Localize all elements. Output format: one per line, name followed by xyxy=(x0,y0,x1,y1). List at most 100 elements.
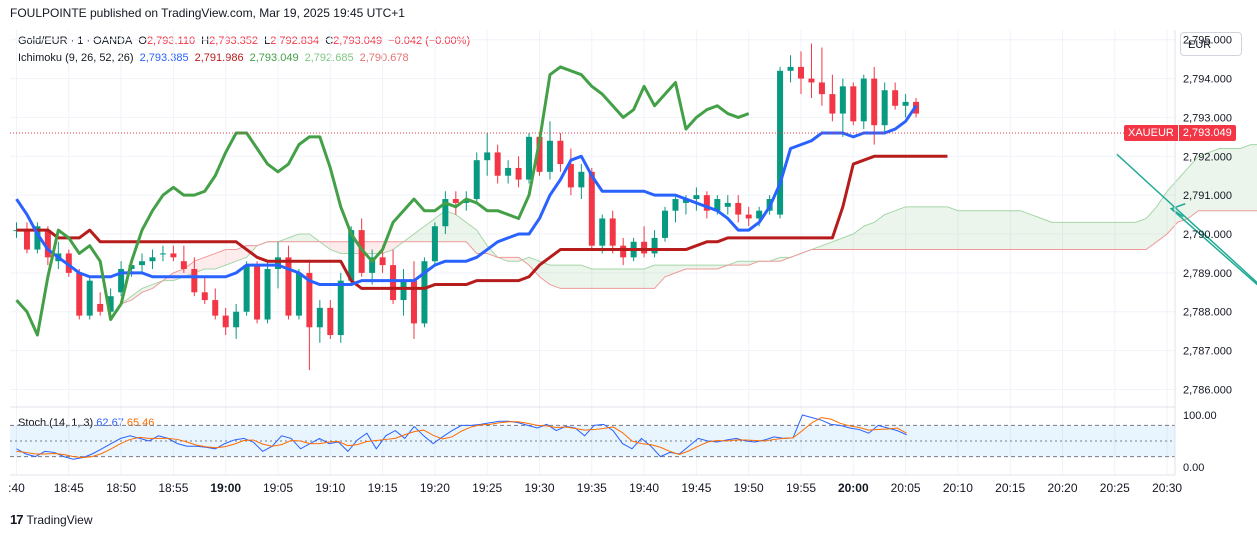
legend-high: H2,793.352 xyxy=(201,35,259,47)
candle-body xyxy=(756,210,763,219)
ichimoku-label[interactable]: Ichimoku (9, 26, 52, 26) xyxy=(18,52,134,64)
price-tick-label: 2,792.000 xyxy=(1183,151,1232,163)
cloud-segment xyxy=(382,241,394,254)
cloud-segment xyxy=(884,210,896,250)
time-tick-label: 20:10 xyxy=(943,481,973,495)
time-tick-label: 20:00 xyxy=(838,481,869,495)
ichimoku-lagging-value: 2,793.049 xyxy=(249,52,299,64)
cloud-segment xyxy=(1135,218,1147,250)
candle-body xyxy=(714,199,721,211)
candle-body xyxy=(682,199,689,203)
time-tick-label: 20:25 xyxy=(1100,481,1130,495)
candle-body xyxy=(233,311,240,328)
candle-body xyxy=(285,257,292,316)
cloud-segment xyxy=(121,296,132,304)
candle-body xyxy=(494,152,501,176)
price-tick-label: 2,793.000 xyxy=(1183,112,1232,124)
time-tick-label: 19:15 xyxy=(368,481,398,495)
span-a-line xyxy=(120,144,1257,305)
brand-name: TradingView xyxy=(26,512,93,527)
stoch-k-value: 62.67 xyxy=(96,417,124,429)
candle-body xyxy=(170,253,177,258)
trend-drawing xyxy=(1116,153,1257,286)
price-tick-label: 2,788.000 xyxy=(1183,307,1232,319)
cloud-segment xyxy=(194,257,205,273)
cloud-segment xyxy=(612,268,624,289)
candle-body xyxy=(118,268,125,293)
candle-body xyxy=(850,86,857,122)
candle-body xyxy=(484,152,491,161)
cloud-segment xyxy=(319,241,331,250)
candle-body xyxy=(860,78,867,122)
cloud-segment xyxy=(372,241,383,254)
cloud-segment xyxy=(769,257,781,262)
candle-body xyxy=(201,292,208,301)
cloud-segment xyxy=(989,210,1000,250)
time-tick-label: 20:15 xyxy=(995,481,1025,495)
candle-body xyxy=(651,237,658,254)
cloud-segment xyxy=(821,241,833,250)
cloud-segment xyxy=(811,245,822,250)
cloud-segment xyxy=(142,284,153,293)
cloud-segment xyxy=(633,268,645,289)
candle-body xyxy=(735,202,742,215)
ichimoku-base-value: 2,791.986 xyxy=(194,52,244,64)
cloud-segment xyxy=(424,218,435,242)
cloud-segment xyxy=(738,261,749,266)
price-tick-label: 2,789.000 xyxy=(1183,268,1232,280)
cloud-segment xyxy=(1208,148,1220,211)
candle-body xyxy=(463,199,470,203)
cloud-segment xyxy=(183,261,195,277)
candle-body xyxy=(808,78,815,83)
currency-selector[interactable]: EUR xyxy=(1180,32,1242,56)
ichimoku-cloud xyxy=(120,144,1257,305)
candle-body xyxy=(191,268,198,293)
cloud-segment xyxy=(393,241,404,250)
cloud-segment xyxy=(727,261,739,266)
footer-brand[interactable]: 17 TradingView xyxy=(10,512,93,527)
candle-body xyxy=(829,94,836,114)
candle-body xyxy=(442,199,449,227)
candle-body xyxy=(55,253,62,262)
cloud-segment xyxy=(1072,222,1084,250)
cloud-segment xyxy=(455,214,467,242)
lagging-span xyxy=(15,65,750,337)
cloud-segment xyxy=(1104,222,1115,250)
ichimoku-span-a-value: 2,792.685 xyxy=(304,52,354,64)
time-tick-label: 18:50 xyxy=(106,481,136,495)
arrow-head xyxy=(1169,203,1186,218)
candlestick-series xyxy=(13,43,920,371)
symbol-name[interactable]: Gold/EUR · 1 · OANDA xyxy=(18,35,133,47)
cloud-segment xyxy=(570,265,582,289)
candle-body xyxy=(264,268,271,320)
price-axis: 2,795.0002,794.0002,793.0002,792.0002,79… xyxy=(1183,35,1232,397)
candle-body xyxy=(515,167,522,180)
time-tick-label: 20:20 xyxy=(1047,481,1077,495)
ichimoku-span-b-value: 2,790.678 xyxy=(359,52,409,64)
cloud-segment xyxy=(790,253,801,258)
candle-body xyxy=(410,280,417,324)
cloud-segment xyxy=(1156,191,1168,242)
legend-change: −0.042 (−0.00%) xyxy=(388,35,471,47)
candle-body xyxy=(306,272,313,328)
cloud-segment xyxy=(309,234,320,242)
cloud-segment xyxy=(801,249,812,254)
cloud-segment xyxy=(581,265,592,289)
cloud-segment xyxy=(518,257,530,266)
candle-body xyxy=(473,160,480,200)
cloud-segment xyxy=(1125,222,1136,250)
stoch-d-value: 65.46 xyxy=(126,417,155,429)
candle-body xyxy=(65,253,72,273)
time-tick-label: 18:55 xyxy=(158,481,188,495)
cloud-segment xyxy=(131,288,143,301)
candle-body xyxy=(902,101,909,106)
stoch-label[interactable]: Stoch (14, 1, 3) xyxy=(18,417,94,429)
candle-body xyxy=(23,230,30,250)
candle-body xyxy=(222,315,229,328)
cloud-segment xyxy=(842,234,854,250)
cloud-segment xyxy=(936,206,948,250)
cloud-segment xyxy=(1062,222,1073,250)
cloud-segment xyxy=(999,210,1011,250)
cloud-segment xyxy=(298,234,310,242)
